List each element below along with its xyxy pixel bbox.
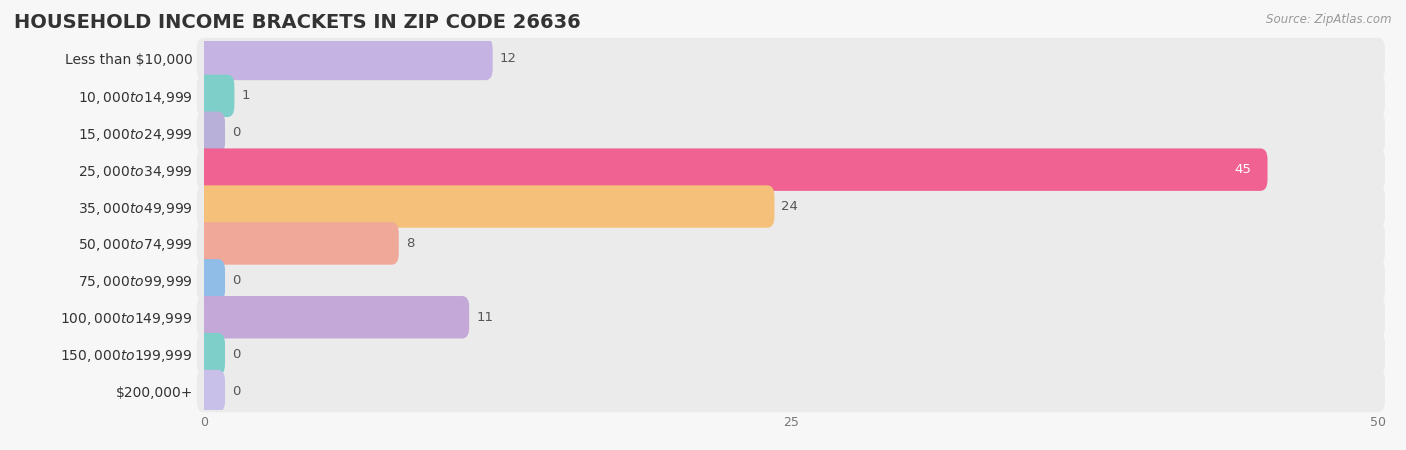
FancyBboxPatch shape	[197, 222, 399, 265]
FancyBboxPatch shape	[197, 259, 225, 302]
FancyBboxPatch shape	[197, 148, 1268, 191]
FancyBboxPatch shape	[197, 333, 225, 375]
FancyBboxPatch shape	[197, 185, 1385, 228]
Text: 0: 0	[232, 385, 240, 397]
Text: 45: 45	[1234, 163, 1251, 176]
Text: 8: 8	[406, 237, 415, 250]
FancyBboxPatch shape	[197, 112, 1385, 154]
Text: 12: 12	[499, 53, 517, 65]
Text: Source: ZipAtlas.com: Source: ZipAtlas.com	[1267, 14, 1392, 27]
FancyBboxPatch shape	[197, 370, 1385, 412]
FancyBboxPatch shape	[197, 222, 1385, 265]
Text: 11: 11	[477, 311, 494, 324]
FancyBboxPatch shape	[197, 259, 1385, 302]
FancyBboxPatch shape	[197, 296, 470, 338]
FancyBboxPatch shape	[197, 38, 492, 80]
FancyBboxPatch shape	[197, 75, 1385, 117]
FancyBboxPatch shape	[197, 148, 1385, 191]
FancyBboxPatch shape	[197, 296, 1385, 338]
FancyBboxPatch shape	[197, 370, 225, 412]
FancyBboxPatch shape	[197, 75, 235, 117]
FancyBboxPatch shape	[197, 185, 775, 228]
Text: HOUSEHOLD INCOME BRACKETS IN ZIP CODE 26636: HOUSEHOLD INCOME BRACKETS IN ZIP CODE 26…	[14, 14, 581, 32]
FancyBboxPatch shape	[197, 333, 1385, 375]
Text: 0: 0	[232, 274, 240, 287]
Text: 0: 0	[232, 126, 240, 139]
FancyBboxPatch shape	[197, 38, 1385, 80]
Text: 1: 1	[242, 90, 250, 102]
Text: 0: 0	[232, 348, 240, 360]
Text: 24: 24	[782, 200, 799, 213]
FancyBboxPatch shape	[197, 112, 225, 154]
